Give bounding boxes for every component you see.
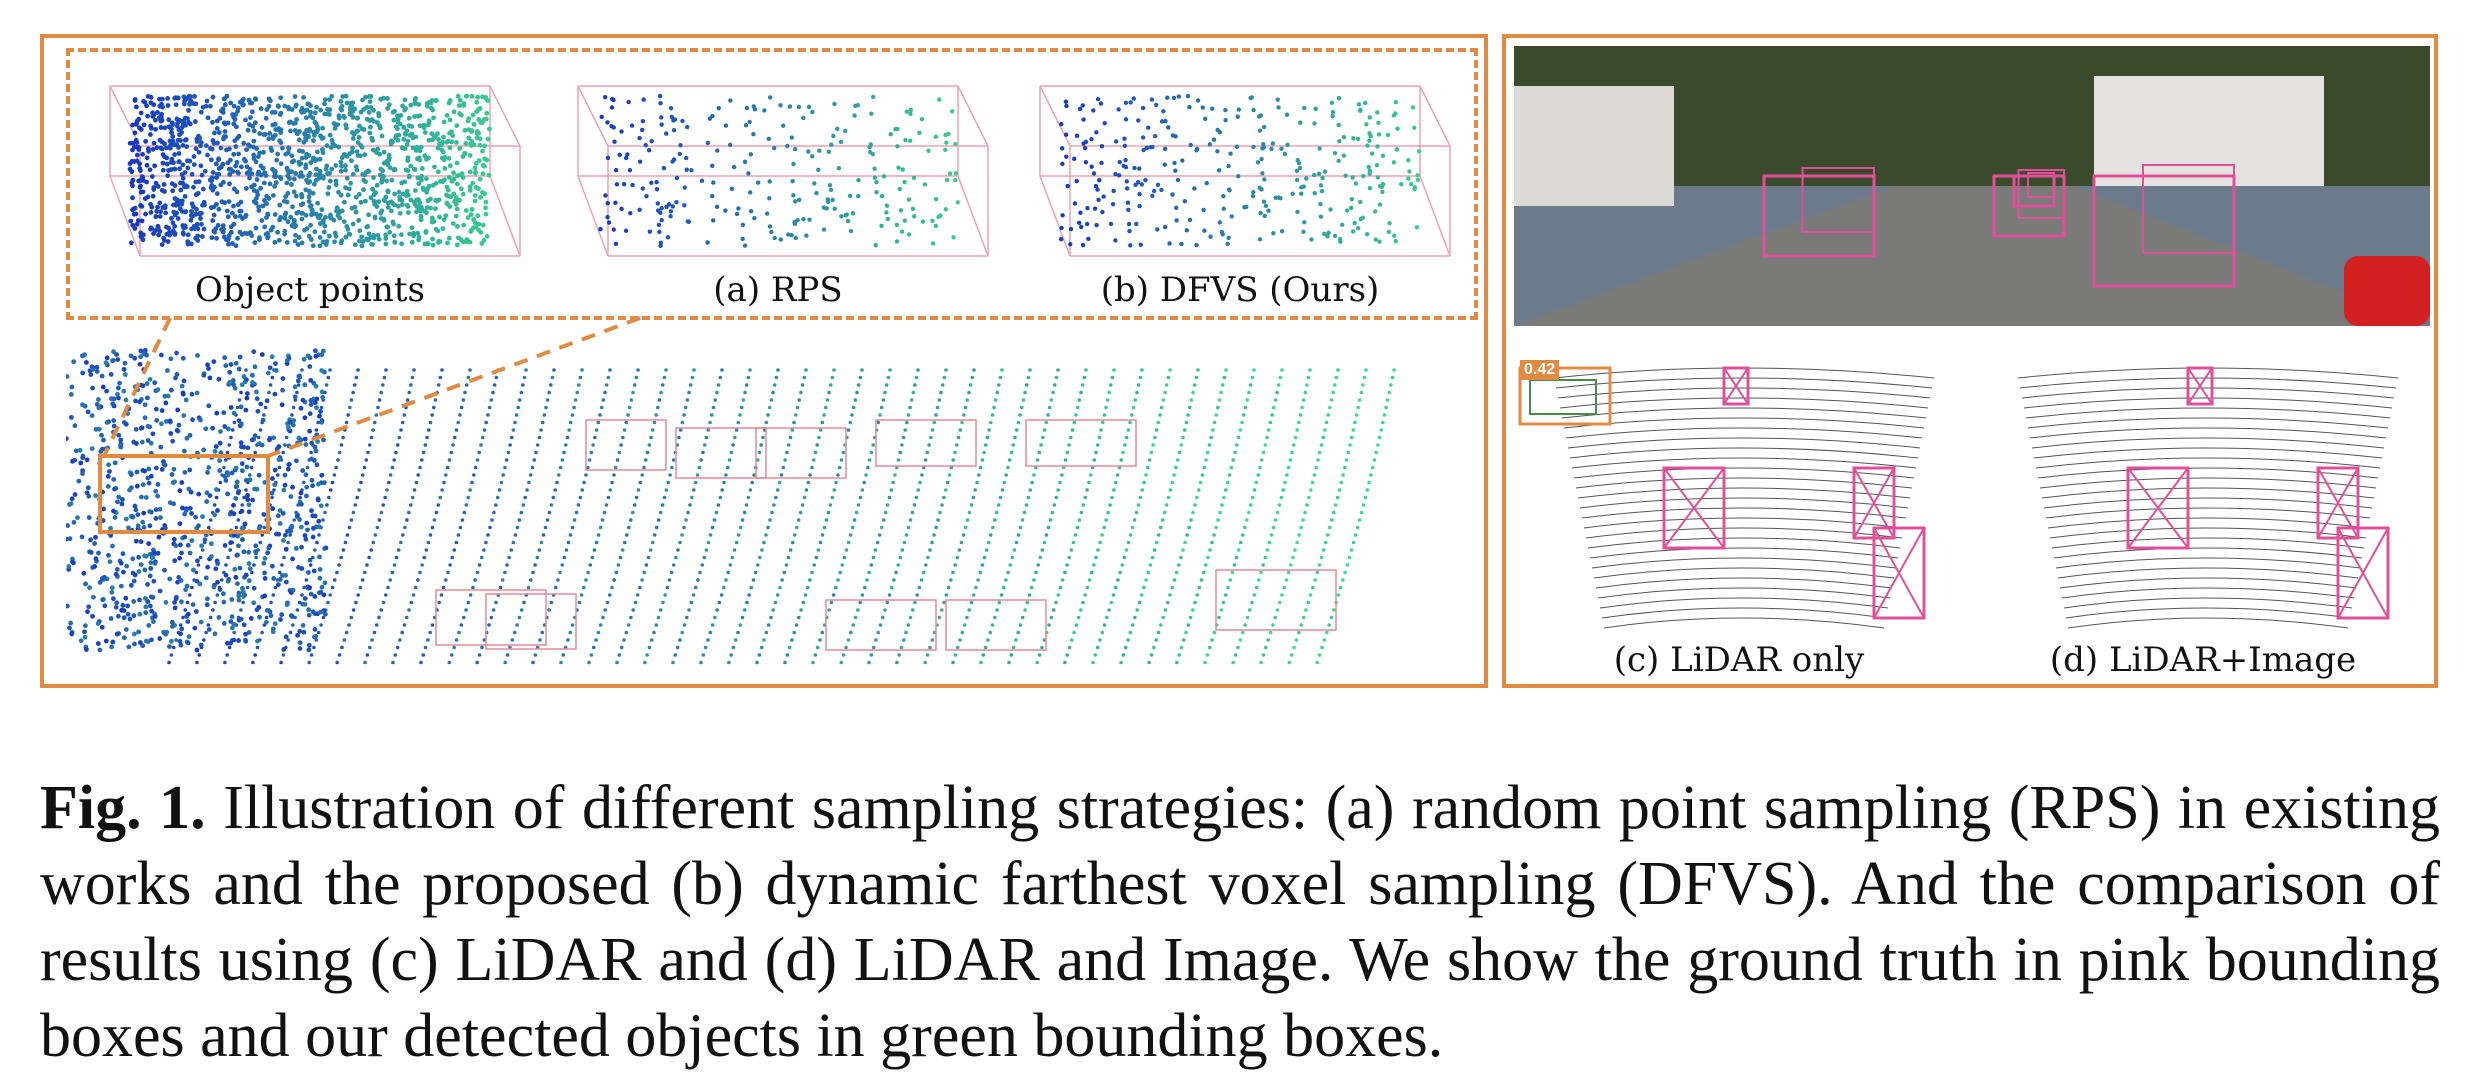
sampling-comparison-panel: Object points (a) RPS (b) DFVS (Ours) <box>40 34 1488 688</box>
object-zoom-inset: Object points (a) RPS (b) DFVS (Ours) <box>66 48 1478 320</box>
caption-text: Illustration of different sampling strat… <box>40 774 2440 1070</box>
red-car <box>2344 256 2430 326</box>
dfvs-label: (b) DFVS (Ours) <box>1100 270 1380 310</box>
lidar-image-label: (d) LiDAR+Image <box>2049 640 2357 680</box>
object-points-thumbnail <box>90 66 530 266</box>
dfvs-thumbnail <box>1020 66 1460 266</box>
camera-gt-boxes <box>1762 164 2236 288</box>
road <box>1514 186 2430 326</box>
bev-boxes <box>2126 366 2390 620</box>
lidar-scene-view <box>66 330 1470 676</box>
object-point-cloud <box>109 85 521 257</box>
figure-label: Fig. 1. <box>40 774 206 842</box>
rps-thumbnail <box>558 66 998 266</box>
bev-boxes <box>1518 366 1926 620</box>
house-right <box>2094 76 2324 186</box>
rps-sampled-points <box>577 85 989 257</box>
object-points-label: Object points <box>195 270 425 310</box>
lidar-only-result <box>1514 338 1964 638</box>
lidar-only-label: (c) LiDAR only <box>1613 640 1865 680</box>
scene-point-cloud <box>66 347 1396 665</box>
camera-image <box>1514 46 2430 326</box>
lidar-image-result <box>1978 338 2428 638</box>
figure-caption: Fig. 1. Illustration of different sampli… <box>40 770 2440 1074</box>
rps-label: (a) RPS <box>713 270 843 310</box>
dfvs-sampled-points <box>1039 85 1451 257</box>
detection-score-badge: 0.42 <box>1520 360 1560 380</box>
detection-comparison-panel: 0.42 (c) LiDAR only (d) LiDAR+Image <box>1502 34 2438 688</box>
house-left <box>1514 86 1674 206</box>
